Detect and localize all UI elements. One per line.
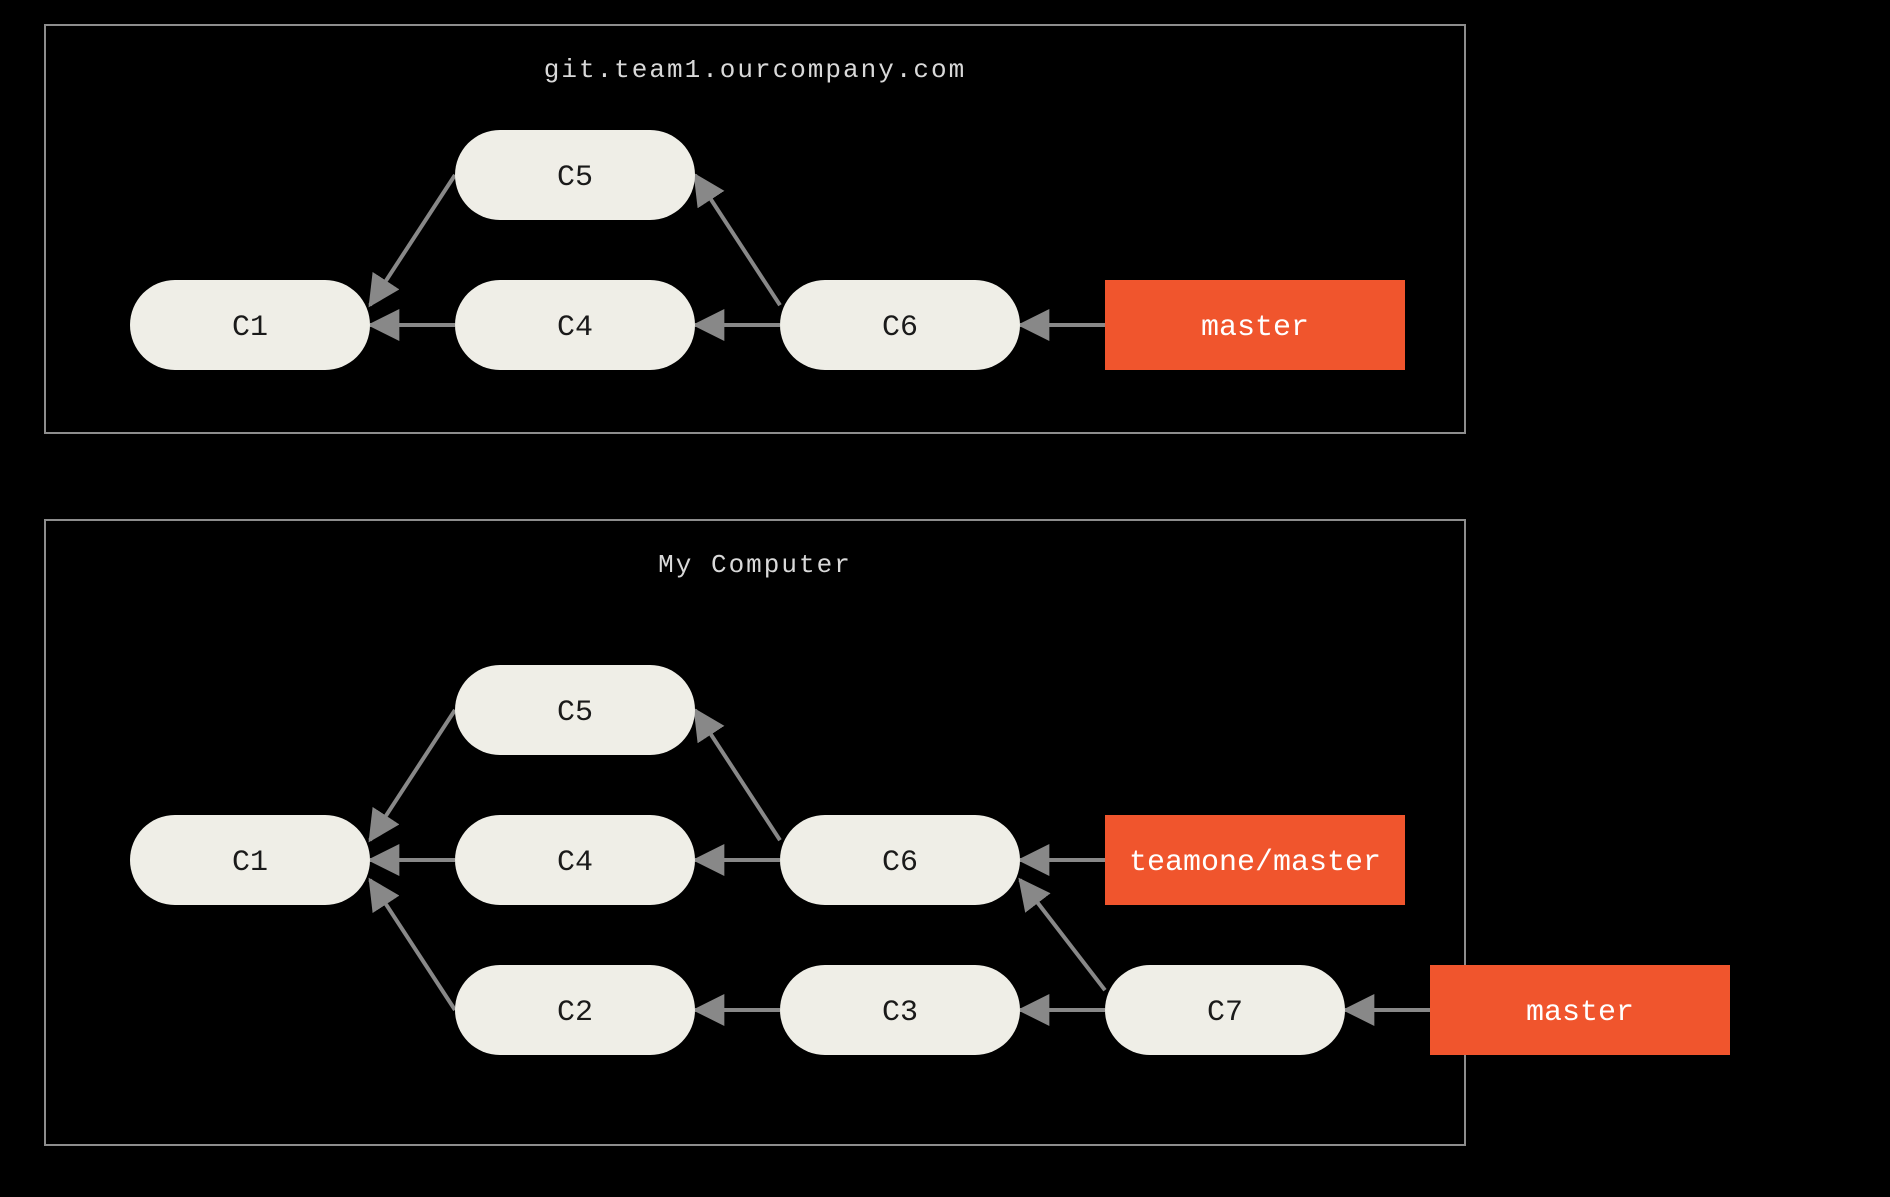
commit-label-l-c5: C5: [557, 696, 593, 730]
commit-label-r-c5: C5: [557, 161, 593, 195]
edge-l-c7-to-l-c6: [1020, 880, 1105, 990]
commit-label-l-c4: C4: [557, 846, 593, 880]
edge-l-c6-to-l-c5: [695, 710, 780, 840]
commit-label-r-c1: C1: [232, 311, 268, 345]
commit-label-l-c3: C3: [882, 996, 918, 1030]
edge-r-c5-to-r-c1: [370, 175, 455, 305]
branch-label-text-l-teamone: teamone/master: [1129, 846, 1381, 880]
commit-label-l-c2: C2: [557, 996, 593, 1030]
branch-label-text-r-master: master: [1201, 311, 1309, 345]
commit-label-l-c6: C6: [882, 846, 918, 880]
nodes-remote: C1 C5 C4 C6 master: [130, 130, 1405, 370]
commit-label-r-c4: C4: [557, 311, 593, 345]
edge-l-c5-to-l-c1: [370, 710, 455, 840]
nodes-local: C1 C5 C4 C2 C6 C3 C7 teamone/master master: [130, 665, 1730, 1055]
branch-label-text-l-master: master: [1526, 996, 1634, 1030]
panel-remote: [45, 25, 1465, 433]
panel-title-local: My Computer: [658, 550, 852, 580]
panel-title-remote: git.team1.ourcompany.com: [544, 55, 966, 85]
commit-label-l-c7: C7: [1207, 996, 1243, 1030]
edge-l-c2-to-l-c1: [370, 880, 455, 1010]
edge-r-c6-to-r-c5: [695, 175, 780, 305]
git-graph-diagram: git.team1.ourcompany.com C1 C5 C4 C6 master My…: [0, 0, 1890, 1197]
commit-label-r-c6: C6: [882, 311, 918, 345]
commit-label-l-c1: C1: [232, 846, 268, 880]
